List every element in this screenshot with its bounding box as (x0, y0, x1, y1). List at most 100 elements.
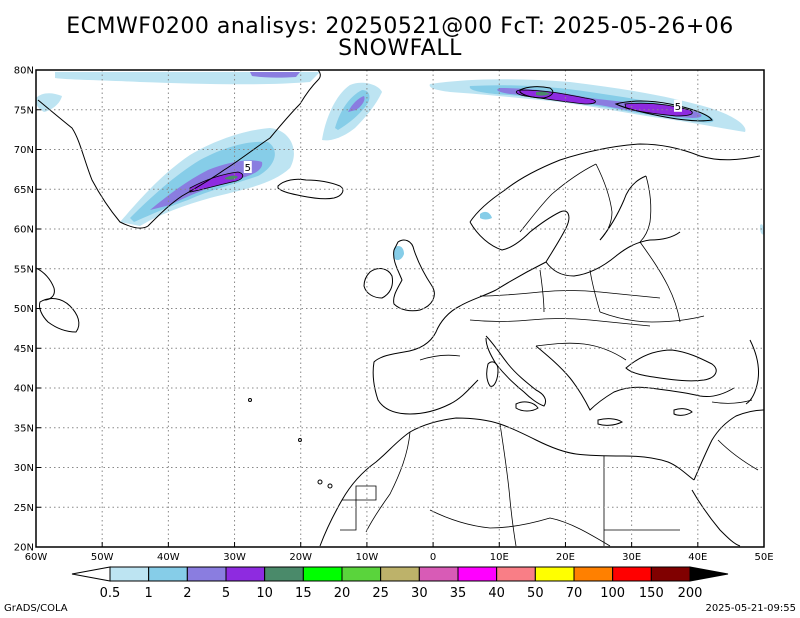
colorbar-label: 0.5 (100, 586, 121, 601)
lat-tick-labels: 20N 25N 30N 35N 40N 45N 50N 55N 60N 65N 70N 75N 80N (14, 66, 34, 554)
coast-norway-south (469, 210, 570, 263)
border-central-europe-1 (479, 290, 661, 299)
lat-tick-label: 65N (14, 185, 34, 196)
snowfall-shading (36, 72, 764, 261)
coast-balkans (535, 345, 735, 411)
colorbar-label: 70 (566, 586, 583, 601)
coast-canaries-2 (327, 483, 333, 489)
border-mali-niger (429, 509, 611, 547)
border-turkey-syria (711, 399, 753, 404)
lon-tick-label: 40W (157, 552, 180, 563)
colorbar-low-arrow (71, 566, 111, 582)
snow-area-barents-peak (536, 91, 550, 96)
border-balkans (535, 342, 627, 361)
colorbar-label: 1 (145, 586, 153, 601)
lon-tick-label: 50E (754, 552, 773, 563)
lon-tick-label: 50W (91, 552, 114, 563)
footer-credit: GrADS/COLA (4, 603, 68, 614)
border-central-europe-2 (469, 318, 651, 327)
coast-baltic (545, 231, 681, 277)
coast-novaya-zemlya (614, 100, 713, 122)
coast-caspian (745, 339, 759, 405)
border-western-sahara (340, 485, 377, 531)
contour-value-labels: 55 (243, 99, 682, 174)
lat-tick-label: 20N (14, 543, 34, 554)
contour-label-box (673, 99, 682, 112)
colorbar-label: 100 (600, 586, 625, 601)
lon-tick-label: 0 (430, 552, 436, 563)
colorbar-label: 2 (183, 586, 191, 601)
snow-area-scotland (394, 246, 404, 261)
colorbar-label: 25 (372, 586, 389, 601)
lat-tick-label: 55N (14, 264, 34, 275)
colorbar-label: 15 (295, 586, 312, 601)
border-norway-sweden (519, 163, 597, 233)
coast-great-britain (393, 239, 435, 312)
contour-barents-5b (515, 89, 596, 105)
snow-area-labrador (36, 93, 62, 112)
coast-cyprus (673, 408, 693, 416)
colorbar-swatch (302, 566, 343, 582)
colorbar-swatch (534, 566, 575, 582)
colorbar-labels: 0.5 1 2 5 10 15 20 25 30 35 40 50 70 100 150 200 (100, 586, 703, 601)
border-saudi (717, 439, 759, 471)
border-russia-west (639, 241, 681, 323)
colorbar-swatch (264, 566, 304, 582)
lon-tick-label: 10W (356, 552, 379, 563)
lon-tick-label: 20W (289, 552, 312, 563)
border-algeria-libya (499, 423, 517, 547)
lon-tick-label: 10E (490, 552, 509, 563)
colorbar-swatch (457, 566, 498, 582)
colorbar-swatch (418, 566, 459, 582)
colorbar-label: 30 (411, 586, 428, 601)
coast-sardinia (486, 361, 499, 387)
lat-tick-label: 60N (14, 225, 34, 236)
snow-area-barents-max2 (625, 103, 693, 116)
colorbar-swatch (225, 566, 266, 582)
coast-azores (248, 398, 252, 402)
border-germany-poland (539, 269, 545, 313)
colorbar-label: 40 (488, 586, 505, 601)
coast-newfoundland (39, 298, 80, 333)
colorbar-swatch (612, 566, 652, 582)
lat-tick-label: 45N (14, 344, 34, 355)
map-title: ECMWF0200 analisys: 20250521@00 FcT: 202… (66, 14, 734, 39)
colorbar-label: 200 (678, 586, 703, 601)
coast-red-sea (691, 489, 741, 547)
coast-levant (693, 409, 764, 481)
lat-tick-label: 50N (14, 304, 34, 315)
coast-svalbard (519, 86, 554, 99)
map-frame (35, 69, 765, 548)
colorbar-swatch (148, 566, 188, 582)
colorbar-label: 150 (639, 586, 664, 601)
coast-greenland (37, 70, 321, 229)
contour-label-box (243, 160, 252, 173)
colorbar-swatch (573, 566, 614, 582)
lat-tick-label: 80N (14, 66, 34, 77)
lat-tick-label: 75N (14, 105, 34, 116)
colorbar-high-arrow (689, 566, 729, 582)
lon-tick-labels: 60W 50W 40W 30W 20W 10W 0 10E 20E 30E 40E 50E (25, 552, 774, 563)
contour-barents-5 (624, 102, 693, 117)
contour-greenland-5 (189, 171, 244, 193)
coastlines (36, 70, 764, 547)
lat-tick-label: 35N (14, 423, 34, 434)
snow-area-scandinavia (480, 211, 492, 220)
lon-tick-label: 60W (25, 552, 48, 563)
contour-label: 5 (245, 163, 251, 174)
colorbar-label: 10 (256, 586, 273, 601)
colorbar-swatch (496, 566, 536, 582)
colorbar-swatch (650, 566, 691, 582)
lon-tick-label: 30E (622, 552, 641, 563)
colorbar-label: 35 (450, 586, 467, 601)
border-france-spain (419, 354, 461, 361)
coast-sicily (515, 401, 539, 412)
coast-iceland (277, 178, 344, 200)
lon-tick-label: 40E (688, 552, 707, 563)
coast-western-europe (372, 261, 547, 415)
colorbar-label: 5 (222, 586, 230, 601)
coast-canaries-1 (317, 479, 323, 485)
colorbar-swatch (109, 566, 150, 582)
colorbar-label: 20 (334, 586, 351, 601)
